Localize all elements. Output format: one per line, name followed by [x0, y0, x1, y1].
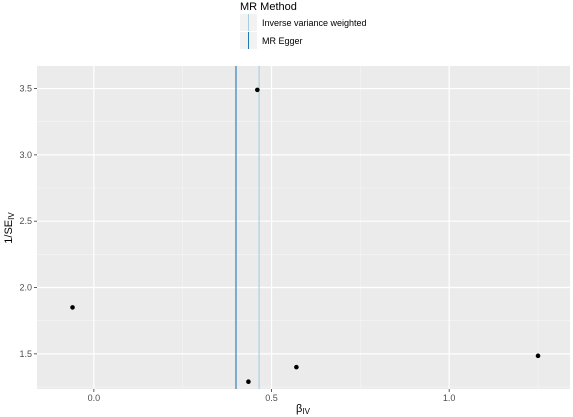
data-point [535, 353, 541, 359]
estimate-lines [235, 66, 260, 389]
y-tick-label: 2.5 [19, 216, 32, 226]
y-axis-title: 1/SEIV [3, 212, 16, 244]
y-tick-label: 3.0 [19, 150, 32, 160]
data-points [70, 87, 541, 385]
x-axis-title: βIV [296, 403, 311, 416]
y-tick-label: 3.5 [19, 84, 32, 94]
y-axis: 1.5 2.0 2.5 3.0 3.5 [19, 84, 37, 359]
x-axis: 0.0 0.5 1.0 [88, 389, 456, 403]
x-tick-label: 0.0 [88, 393, 101, 403]
y-tick-label: 2.0 [19, 283, 32, 293]
legend-title: MR Method [240, 1, 297, 13]
major-gridlines [37, 66, 570, 389]
plot-panel [37, 66, 570, 389]
x-tick-label: 1.0 [443, 393, 456, 403]
data-point [294, 364, 299, 370]
y-tick-label: 1.5 [19, 349, 32, 359]
data-point [246, 379, 251, 385]
legend-label-egger: MR Egger [262, 36, 303, 46]
x-tick-label: 0.5 [265, 393, 278, 403]
data-point [255, 87, 260, 93]
legend: MR Method Inverse variance weighted MR E… [240, 1, 367, 49]
minor-gridlines [37, 66, 570, 389]
legend-label-ivw: Inverse variance weighted [262, 18, 367, 28]
data-point [70, 305, 75, 310]
